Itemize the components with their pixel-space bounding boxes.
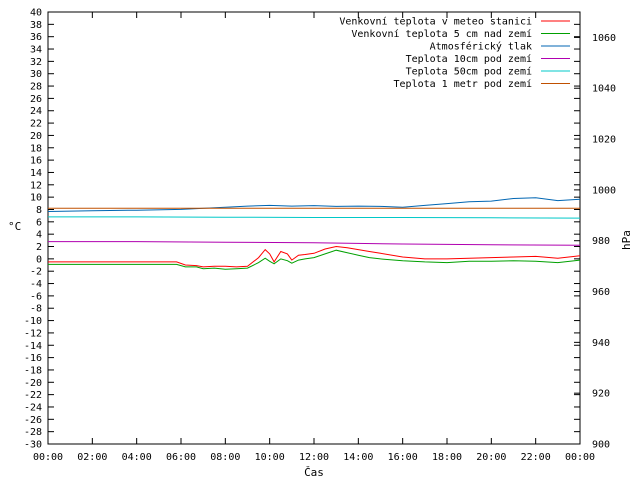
y-tick-label: 0 [36, 254, 42, 265]
x-tick-label: 14:00 [343, 452, 373, 463]
y-tick-label: -24 [24, 402, 42, 413]
y-tick-label: -2 [30, 267, 42, 278]
legend: Venkovní teplota v meteo staniciVenkovní… [339, 16, 570, 90]
y-tick-label: 12 [30, 180, 42, 191]
y-tick-label: 2 [36, 242, 42, 253]
y-tick-label: -6 [30, 291, 42, 302]
series-line-teplota-10cm-pod-zemi [48, 241, 581, 246]
y2-tick-label: 900 [592, 440, 610, 451]
y-tick-label: -30 [24, 440, 42, 451]
y-tick-label: 38 [30, 20, 42, 31]
y-tick-label: 14 [30, 168, 42, 179]
y2-tick-label: 920 [592, 389, 610, 400]
series-line-venkovni-teplota-v-meteo-stanici [48, 245, 581, 268]
y-tick-label: 8 [36, 205, 42, 216]
x-tick-label: 18:00 [432, 452, 462, 463]
y2-tick-label: 980 [592, 236, 610, 247]
y-tick-label: 20 [30, 131, 42, 142]
y-tick-label: 26 [30, 94, 42, 105]
y-tick-label: 32 [30, 57, 42, 68]
y2-axis-label: hPa [620, 230, 633, 250]
y-tick-label: 30 [30, 69, 42, 80]
y-tick-label: -8 [30, 304, 42, 315]
x-tick-label: 10:00 [255, 452, 285, 463]
y-tick-label: 16 [30, 156, 42, 167]
y-tick-label: 36 [30, 32, 42, 43]
y2-tick-label: 940 [592, 338, 610, 349]
y-tick-label: 10 [30, 193, 42, 204]
x-tick-label: 02:00 [77, 452, 107, 463]
y-tick-label: -20 [24, 378, 42, 389]
x-tick-label: 08:00 [210, 452, 240, 463]
series-line-teplota-50cm-pod-zemi [48, 216, 581, 219]
legend-label: Atmosférický tlak [430, 41, 532, 53]
ticks-layer: 4038363432302826242220181614121086420-2-… [24, 8, 616, 464]
y-tick-label: 6 [36, 217, 42, 228]
x-tick-label: 16:00 [388, 452, 418, 463]
series-line-venkovni-teplota-5-cm-nad-zemi [48, 249, 581, 270]
legend-label: Teplota 10cm pod zemí [406, 53, 532, 65]
series-layer [47, 197, 581, 270]
legend-label: Teplota 50cm pod zemí [406, 66, 532, 78]
y-tick-label: -14 [24, 341, 42, 352]
x-tick-label: 04:00 [122, 452, 152, 463]
y2-tick-label: 1040 [592, 84, 616, 95]
x-tick-label: 06:00 [166, 452, 196, 463]
y-axis-label: °C [8, 220, 21, 233]
y2-tick-label: 1060 [592, 33, 616, 44]
y-tick-label: -16 [24, 353, 42, 364]
y-tick-label: -28 [24, 427, 42, 438]
x-tick-label: 00:00 [33, 452, 63, 463]
x-tick-label: 12:00 [299, 452, 329, 463]
x-tick-label: 00:00 [565, 452, 595, 463]
legend-label: Teplota 1 metr pod zemí [394, 78, 532, 90]
y-tick-label: -22 [24, 390, 42, 401]
y-tick-label: -4 [30, 279, 42, 290]
y-tick-label: 28 [30, 82, 42, 93]
x-tick-label: 20:00 [476, 452, 506, 463]
legend-label: Venkovní teplota v meteo stanici [339, 16, 532, 28]
y2-tick-label: 1020 [592, 135, 616, 146]
series-line-atmosfericky-tlak [47, 197, 581, 212]
y-tick-label: -18 [24, 365, 42, 376]
y-tick-label: -26 [24, 415, 42, 426]
y-tick-label: -12 [24, 328, 42, 339]
y-tick-label: -10 [24, 316, 42, 327]
y-tick-label: 34 [30, 45, 42, 56]
y-tick-label: 4 [36, 230, 42, 241]
y-tick-label: 22 [30, 119, 42, 130]
legend-label: Venkovní teplota 5 cm nad zemí [351, 28, 532, 40]
y2-tick-label: 1000 [592, 185, 616, 196]
y-tick-label: 24 [30, 106, 42, 117]
y2-tick-label: 960 [592, 287, 610, 298]
x-tick-label: 22:00 [521, 452, 551, 463]
y-tick-label: 40 [30, 8, 42, 19]
y-tick-label: 18 [30, 143, 42, 154]
x-axis-label: Čas [304, 466, 324, 479]
